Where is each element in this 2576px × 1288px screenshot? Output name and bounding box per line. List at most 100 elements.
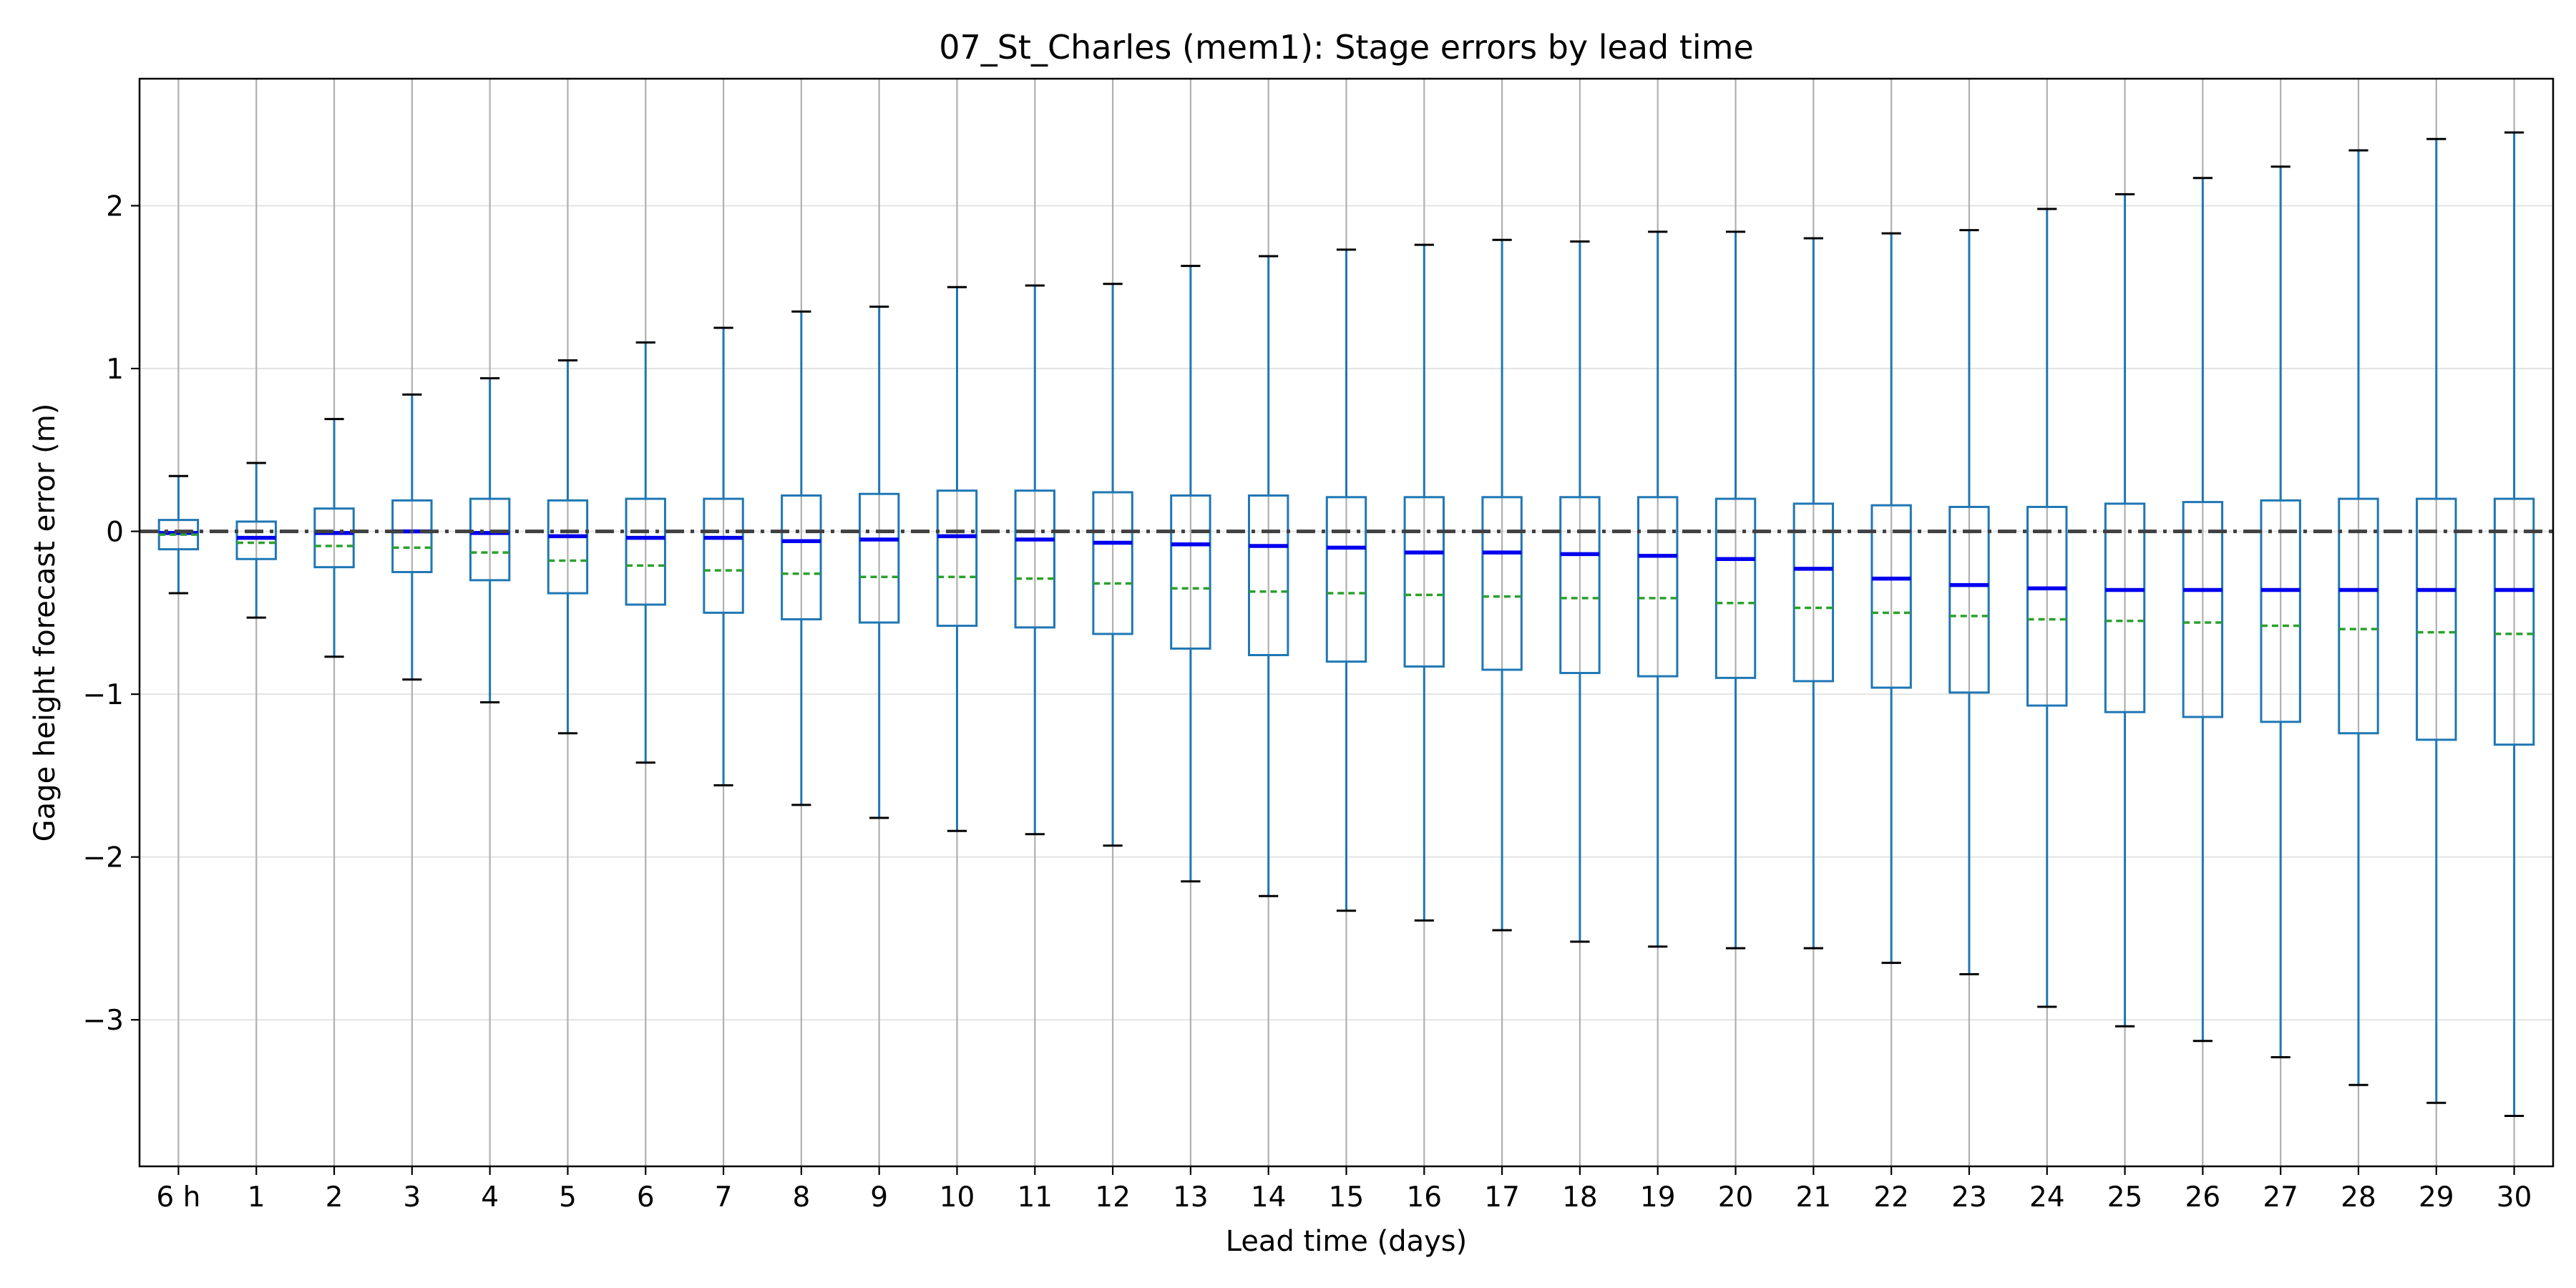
iqr-box: [2493, 497, 2535, 746]
x-tick-label: 5: [559, 1181, 577, 1214]
box-group: [469, 377, 511, 703]
x-tick-label: 21: [1796, 1181, 1832, 1214]
box-group: [1014, 284, 1055, 836]
iqr-box: [469, 497, 511, 582]
box-group: [703, 326, 744, 787]
box-group: [1325, 248, 1367, 912]
iqr-box: [235, 520, 277, 560]
box-group: [2026, 208, 2068, 1008]
iqr-box: [1014, 489, 1055, 629]
x-tick-label: 29: [2419, 1181, 2454, 1214]
iqr-box: [858, 492, 900, 624]
x-tick-label: 14: [1251, 1181, 1287, 1214]
iqr-box: [2416, 497, 2457, 741]
x-tick-label: 11: [1017, 1181, 1053, 1214]
box-group: [1948, 229, 1990, 975]
x-tick-label: 13: [1173, 1181, 1209, 1214]
iqr-box: [391, 499, 433, 573]
x-tick-label: 19: [1640, 1181, 1676, 1214]
y-tick-label: −1: [83, 679, 125, 711]
x-tick-label: 1: [248, 1181, 265, 1214]
box-group: [2182, 177, 2224, 1043]
x-tick-label: 3: [403, 1181, 421, 1214]
x-tick-label: 20: [1718, 1181, 1754, 1214]
y-tick-label: −2: [83, 842, 125, 874]
x-tick-label: 25: [2107, 1181, 2143, 1214]
x-tick-label: 28: [2341, 1181, 2376, 1214]
x-tick-label: 26: [2185, 1181, 2221, 1214]
y-tick-label: 2: [106, 190, 124, 223]
iqr-box: [2260, 499, 2301, 723]
box-group: [2104, 193, 2146, 1028]
iqr-box: [2104, 502, 2146, 713]
x-tick-label: 16: [1406, 1181, 1442, 1214]
iqr-box: [703, 497, 744, 614]
box-group: [625, 341, 666, 764]
iqr-box: [625, 497, 666, 606]
iqr-box: [2182, 501, 2224, 718]
iqr-box: [1870, 504, 1912, 689]
x-tick-label: 23: [1951, 1181, 1987, 1214]
box-group: [235, 462, 277, 619]
x-tick-label: 22: [1873, 1181, 1909, 1214]
x-tick-label: 24: [2029, 1181, 2065, 1214]
y-tick-label: −3: [83, 1005, 125, 1037]
box-group: [1247, 255, 1289, 897]
tick-layer: 6 h 1 2 3 4 5 6 7 8 9 10 11 12 13 14 15 16 17 18 19 20 21 22 23…: [83, 190, 2532, 1214]
box-group: [1559, 240, 1601, 943]
box-group: [547, 359, 589, 735]
box-group: [2493, 131, 2535, 1117]
iqr-box: [1092, 491, 1133, 635]
iqr-box: [2338, 497, 2379, 735]
x-tick-label: 10: [940, 1181, 975, 1214]
box-layer: [140, 131, 2553, 1117]
box-group: [2416, 137, 2457, 1104]
iqr-box: [781, 494, 822, 620]
box-group: [1481, 238, 1523, 932]
x-tick-label: 6 h: [156, 1181, 200, 1214]
iqr-box: [2026, 505, 2068, 707]
box-group: [2338, 149, 2379, 1086]
box-group: [1092, 283, 1133, 847]
iqr-box: [547, 499, 589, 595]
iqr-box: [1403, 496, 1445, 668]
x-tick-label: 18: [1562, 1181, 1598, 1214]
iqr-box: [1325, 496, 1367, 663]
x-axis-label: Lead time (days): [1226, 1225, 1468, 1258]
x-tick-label: 30: [2497, 1181, 2532, 1214]
box-group: [936, 286, 978, 832]
x-tick-label: 8: [792, 1181, 810, 1214]
iqr-box: [1481, 496, 1523, 671]
box-group: [1792, 237, 1835, 950]
iqr-box: [1637, 496, 1679, 678]
iqr-box: [1170, 494, 1211, 650]
box-group: [1637, 230, 1679, 948]
iqr-box: [1948, 505, 1990, 694]
x-tick-label: 2: [326, 1181, 343, 1214]
x-tick-label: 9: [870, 1181, 888, 1214]
iqr-box: [1792, 502, 1835, 683]
iqr-box: [1559, 496, 1601, 675]
y-tick-label: 1: [106, 353, 124, 386]
iqr-box: [1714, 497, 1757, 679]
x-tick-label: 17: [1484, 1181, 1520, 1214]
box-group: [1870, 232, 1912, 965]
y-tick-label: 0: [106, 517, 124, 549]
y-axis-label: Gage height forecast error (m): [29, 404, 62, 842]
iqr-box: [1247, 494, 1289, 657]
box-group: [1170, 265, 1211, 883]
x-tick-label: 12: [1095, 1181, 1131, 1214]
box-group: [781, 310, 822, 806]
box-group: [858, 306, 900, 819]
iqr-box: [936, 489, 978, 628]
box-group: [2260, 165, 2301, 1059]
x-tick-label: 15: [1329, 1181, 1365, 1214]
box-group: [313, 418, 355, 658]
x-tick-label: 27: [2263, 1181, 2298, 1214]
x-tick-label: 6: [637, 1181, 655, 1214]
x-tick-label: 7: [715, 1181, 733, 1214]
box-group: [1403, 243, 1445, 922]
box-group: [1714, 230, 1757, 950]
x-tick-label: 4: [481, 1181, 499, 1214]
